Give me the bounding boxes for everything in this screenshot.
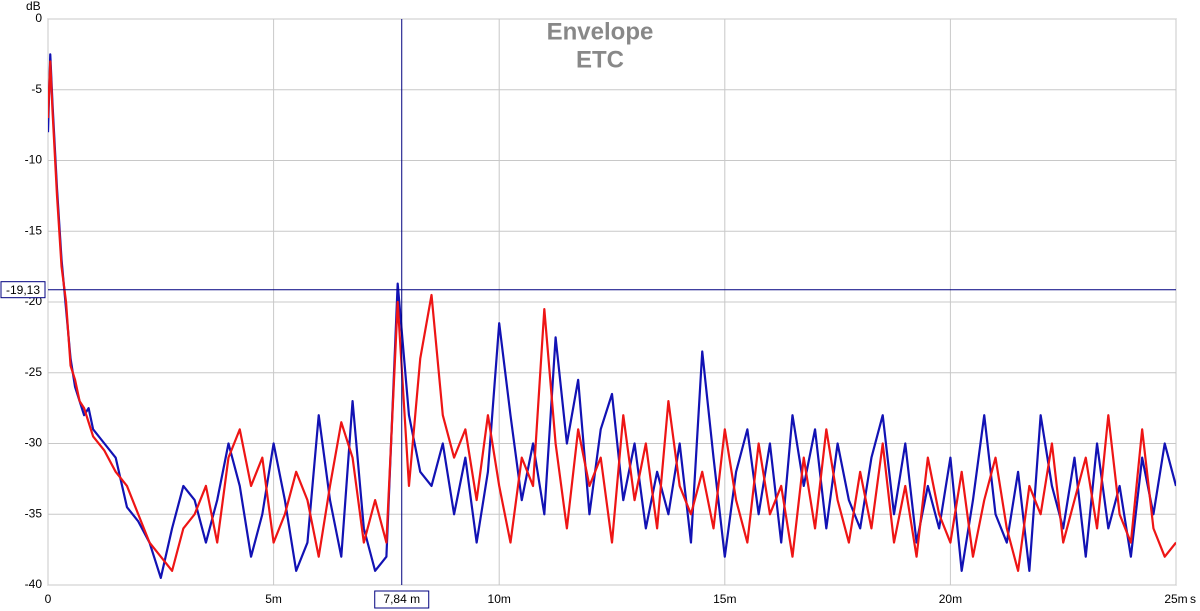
data-line	[48, 53, 1176, 580]
y-tick-label: 0	[35, 11, 42, 25]
y-tick-label: -30	[25, 436, 43, 450]
y-tick-label: -40	[25, 577, 43, 591]
y-tick-label: -35	[25, 506, 43, 520]
x-tick-label: 0	[45, 592, 52, 606]
cursor-y-box	[0, 281, 46, 299]
x-tick-label: 10m	[488, 592, 511, 606]
data-line	[48, 60, 1176, 572]
chart-subtitle: ETC	[576, 46, 624, 73]
x-tick-label: 20m	[939, 592, 962, 606]
series-group	[48, 53, 1176, 580]
chart-title: Envelope	[547, 18, 654, 45]
y-tick-label: -25	[25, 365, 43, 379]
y-tick-label: -15	[25, 223, 43, 237]
x-tick-label: 25m	[1164, 592, 1187, 606]
y-axis-label: dB	[26, 0, 41, 13]
cursor-x-label: 7,84 m	[383, 592, 420, 606]
y-tick-label: -5	[31, 82, 42, 96]
x-axis-unit: s	[1190, 592, 1196, 606]
cursor-x-box	[374, 590, 430, 609]
y-tick-label: -10	[25, 153, 43, 167]
cursor-y-label: -19,13	[6, 283, 40, 297]
x-tick-label: 5m	[265, 592, 282, 606]
x-tick-label: 15m	[713, 592, 736, 606]
